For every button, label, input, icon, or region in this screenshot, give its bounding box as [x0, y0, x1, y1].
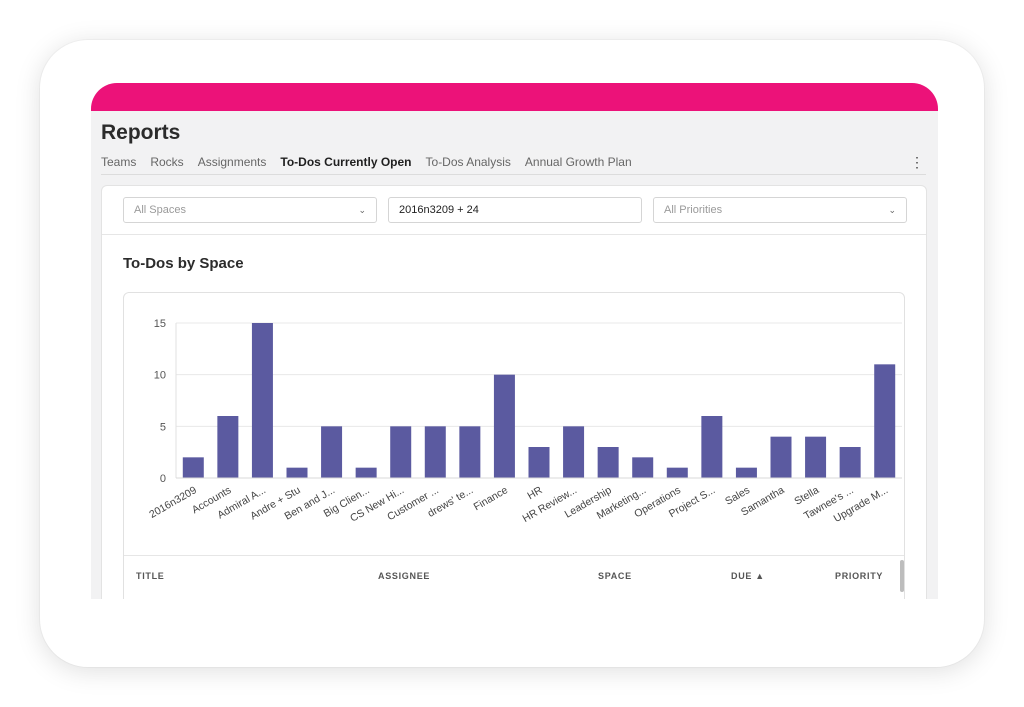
- priorities-select[interactable]: All Priorities ⌄: [653, 197, 907, 223]
- chart-bar[interactable]: [597, 447, 619, 478]
- y-tick-label: 15: [154, 318, 166, 330]
- chart-bar[interactable]: [839, 447, 861, 478]
- space-search-value: 2016n3209 + 24: [399, 204, 479, 216]
- x-tick-label: Finance: [472, 484, 510, 513]
- chart-bar[interactable]: [528, 447, 550, 478]
- y-tick-label: 0: [160, 473, 166, 485]
- column-due[interactable]: DUE ▲: [731, 571, 765, 581]
- chart-bar[interactable]: [805, 436, 827, 478]
- report-card: All Spaces ⌄ 2016n3209 + 24 All Prioriti…: [101, 185, 927, 599]
- chart-bar[interactable]: [251, 323, 273, 478]
- chart-bar[interactable]: [217, 416, 239, 478]
- tab-annual-growth-plan[interactable]: Annual Growth Plan: [524, 155, 632, 169]
- space-search-input[interactable]: 2016n3209 + 24: [388, 197, 642, 223]
- table-scrollbar[interactable]: [900, 560, 904, 592]
- column-assignee[interactable]: ASSIGNEE: [378, 571, 431, 581]
- chart-bar[interactable]: [666, 467, 688, 478]
- x-tick-label: 2016n3209: [147, 484, 199, 521]
- priorities-select-placeholder: All Priorities: [664, 204, 723, 216]
- report-tabs: Teams Rocks Assignments To-Dos Currently…: [101, 155, 632, 169]
- chart-bar[interactable]: [563, 426, 585, 478]
- column-priority[interactable]: PRIORITY: [835, 571, 884, 581]
- spaces-select[interactable]: All Spaces ⌄: [123, 197, 377, 223]
- chart-bar[interactable]: [321, 426, 343, 478]
- y-tick-label: 5: [160, 421, 166, 433]
- x-tick-label: HR: [525, 484, 544, 502]
- chart-bar[interactable]: [770, 436, 792, 478]
- chart-bar[interactable]: [701, 416, 723, 478]
- tab-teams[interactable]: Teams: [101, 155, 137, 169]
- chart-panel: 0 5 10 15 2016n3209 Accounts Admiral A... Andre…: [123, 292, 905, 599]
- app-window: Reports Teams Rocks Assignments To-Dos C…: [91, 83, 938, 599]
- chart-title: To-Dos by Space: [123, 255, 244, 272]
- tab-todos-analysis[interactable]: To-Dos Analysis: [425, 155, 511, 169]
- column-space[interactable]: SPACE: [598, 571, 632, 581]
- kebab-menu-icon[interactable]: ⋮: [910, 154, 924, 170]
- chart-bar[interactable]: [459, 426, 481, 478]
- tab-assignments[interactable]: Assignments: [197, 155, 267, 169]
- page-title: Reports: [101, 121, 181, 144]
- column-title[interactable]: TITLE: [136, 571, 165, 581]
- y-tick-label: 10: [154, 370, 166, 382]
- tab-rocks[interactable]: Rocks: [150, 155, 184, 169]
- spaces-select-placeholder: All Spaces: [134, 204, 186, 216]
- brand-header-bar: [91, 83, 938, 111]
- chart-bar[interactable]: [632, 457, 654, 478]
- tabs-divider: [101, 174, 926, 175]
- chart-bar[interactable]: [493, 374, 515, 478]
- chart-bar[interactable]: [182, 457, 204, 478]
- todos-table-header: TITLE ASSIGNEE SPACE DUE ▲ PRIORITY: [124, 555, 904, 595]
- chart-bar[interactable]: [286, 467, 308, 478]
- chart-bar[interactable]: [874, 364, 896, 478]
- chart-bar[interactable]: [735, 467, 757, 478]
- filter-divider: [102, 234, 926, 235]
- chevron-down-icon: ⌄: [888, 204, 896, 215]
- chart-bar[interactable]: [390, 426, 412, 478]
- chart-bar[interactable]: [355, 467, 377, 478]
- chevron-down-icon: ⌄: [358, 204, 366, 215]
- tab-todos-currently-open[interactable]: To-Dos Currently Open: [280, 155, 412, 169]
- chart-bar[interactable]: [424, 426, 446, 478]
